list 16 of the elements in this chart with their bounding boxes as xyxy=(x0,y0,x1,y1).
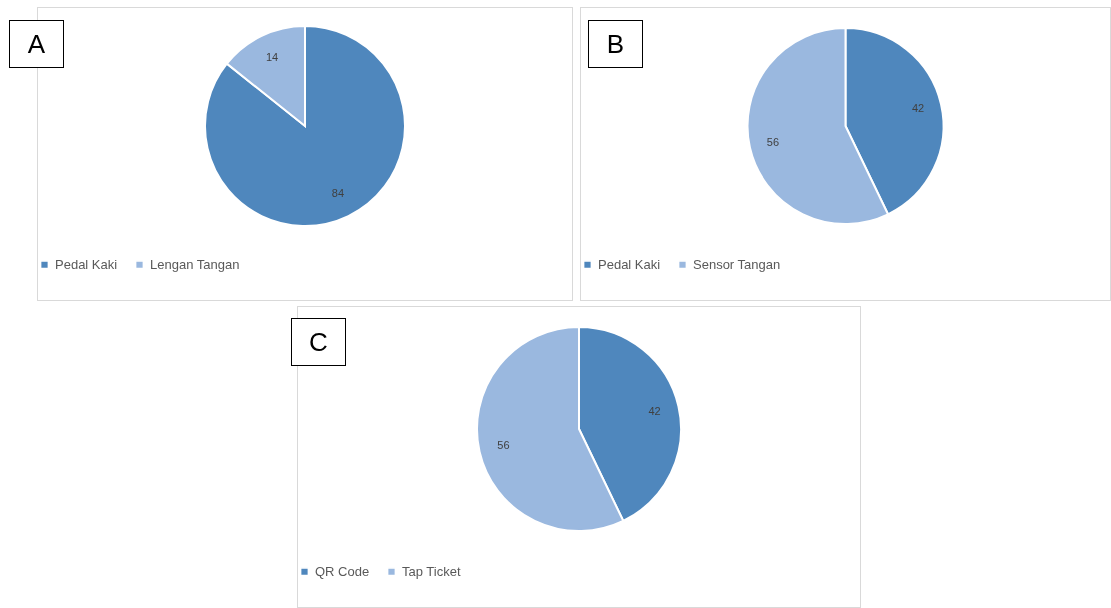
data-label: 42 xyxy=(648,404,661,417)
data-label: 14 xyxy=(265,50,279,63)
chart-title: A xyxy=(9,20,64,68)
legend-label: Sensor Tangan xyxy=(693,256,781,272)
data-label: 84 xyxy=(331,187,345,200)
pie-slice xyxy=(204,25,406,227)
data-label: 56 xyxy=(497,439,510,452)
legend-label: Lengan Tangan xyxy=(150,256,240,272)
legend-label: Tap Ticket xyxy=(402,563,461,579)
data-label: 56 xyxy=(766,135,780,148)
legend-label: QR Code xyxy=(315,563,370,579)
data-label: 42 xyxy=(911,102,925,115)
legend-label: Pedal Kaki xyxy=(55,256,118,272)
chart-title: B xyxy=(588,20,643,68)
legend-label: Pedal Kaki xyxy=(598,256,661,272)
chart-title: C xyxy=(291,318,346,366)
